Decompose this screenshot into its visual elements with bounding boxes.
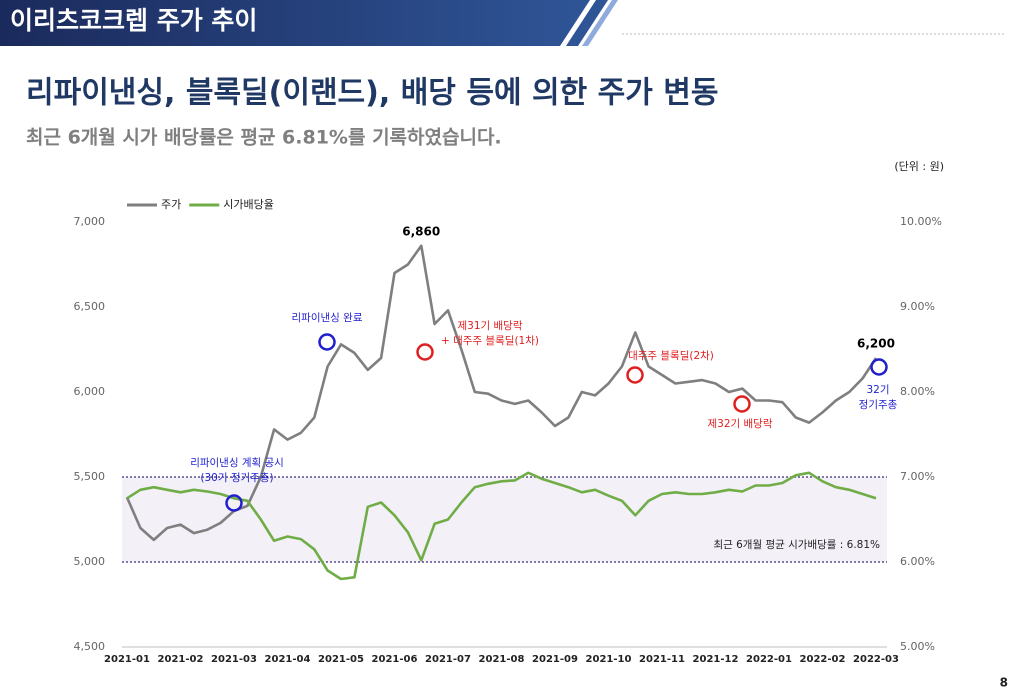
value-label: 6,200 bbox=[857, 337, 895, 351]
annotation-text: 제31기 배당락 bbox=[458, 320, 523, 332]
x-tick-label: 2021-10 bbox=[586, 654, 632, 665]
annotation-text: 대주주 블록딜(2차) bbox=[628, 350, 714, 362]
chart: 최근 6개월 평균 시가배당률 : 6.81% 4,500 5,000 5,500 6,… bbox=[74, 198, 942, 665]
x-tick-label: 2021-08 bbox=[479, 654, 525, 665]
annotation-text: + 대주주 블록딜(1차) bbox=[441, 335, 539, 347]
y-tick-label: 5,000 bbox=[74, 555, 106, 568]
annotation-text: 제32기 배당락 bbox=[708, 418, 773, 430]
x-tick-label: 2022-03 bbox=[853, 654, 899, 665]
header-stripe bbox=[582, 0, 618, 46]
series-line bbox=[125, 244, 878, 542]
header-banner bbox=[0, 0, 590, 46]
y-tick-label: 5,500 bbox=[74, 470, 106, 483]
subtitle: 최근 6개월 시가 배당률은 평균 6.81%를 기록하였습니다. bbox=[26, 127, 502, 149]
annotation-text: (30기 정기주총) bbox=[200, 472, 273, 484]
x-tick-label: 2021-05 bbox=[318, 654, 364, 665]
annotation-circle bbox=[870, 358, 888, 376]
annotation-text: 정기주총 bbox=[859, 399, 898, 411]
annotation-circle bbox=[225, 494, 243, 512]
series-line bbox=[126, 471, 877, 581]
y-tick-label: 6,000 bbox=[74, 385, 106, 398]
x-tick-label: 2021-04 bbox=[265, 654, 311, 665]
y2-tick-label: 5.00% bbox=[900, 640, 935, 653]
legend-label: 주가 bbox=[161, 198, 181, 211]
annotation-text: 리파이낸싱 계획 공시 bbox=[190, 457, 284, 469]
legend-label: 시가배당율 bbox=[223, 198, 274, 211]
y2-tick-label: 6.00% bbox=[900, 555, 935, 568]
annotation-circle bbox=[626, 366, 644, 384]
y-tick-label: 7,000 bbox=[74, 215, 106, 228]
x-tick-label: 2021-01 bbox=[104, 654, 150, 665]
x-tick-label: 2021-09 bbox=[532, 654, 578, 665]
x-tick-label: 2021-12 bbox=[693, 654, 739, 665]
x-tick-label: 2021-11 bbox=[639, 654, 685, 665]
annotation-text: 32기 bbox=[866, 384, 889, 396]
annotation-circle bbox=[416, 343, 434, 361]
y2-tick-label: 8.00% bbox=[900, 385, 935, 398]
annotation-circle bbox=[733, 395, 751, 413]
band bbox=[122, 477, 887, 562]
annotation-circle bbox=[318, 333, 336, 351]
x-tick-label: 2021-02 bbox=[158, 654, 204, 665]
page-number: 8 bbox=[1000, 676, 1008, 690]
value-label: 6,860 bbox=[402, 224, 440, 238]
x-tick-label: 2021-06 bbox=[372, 654, 418, 665]
heading: 리파이낸싱, 블록딜(이랜드), 배당 등에 의한 주가 변동 bbox=[26, 76, 718, 111]
y2-tick-label: 10.00% bbox=[900, 215, 942, 228]
header-title: 이리츠코크렙 주가 추이 bbox=[10, 6, 257, 35]
x-tick-label: 2021-07 bbox=[425, 654, 471, 665]
y2-tick-label: 9.00% bbox=[900, 300, 935, 313]
unit-label: (단위 : 원) bbox=[894, 160, 944, 173]
header-stripe bbox=[566, 0, 608, 46]
band-label: 최근 6개월 평균 시가배당률 : 6.81% bbox=[713, 539, 880, 551]
x-tick-label: 2022-01 bbox=[746, 654, 792, 665]
y2-tick-label: 7.00% bbox=[900, 470, 935, 483]
annotation-text: 리파이낸싱 완료 bbox=[292, 311, 363, 324]
x-tick-label: 2021-03 bbox=[211, 654, 257, 665]
y-tick-label: 6,500 bbox=[74, 300, 106, 313]
y-tick-label: 4,500 bbox=[74, 640, 106, 653]
x-tick-label: 2022-02 bbox=[800, 654, 846, 665]
